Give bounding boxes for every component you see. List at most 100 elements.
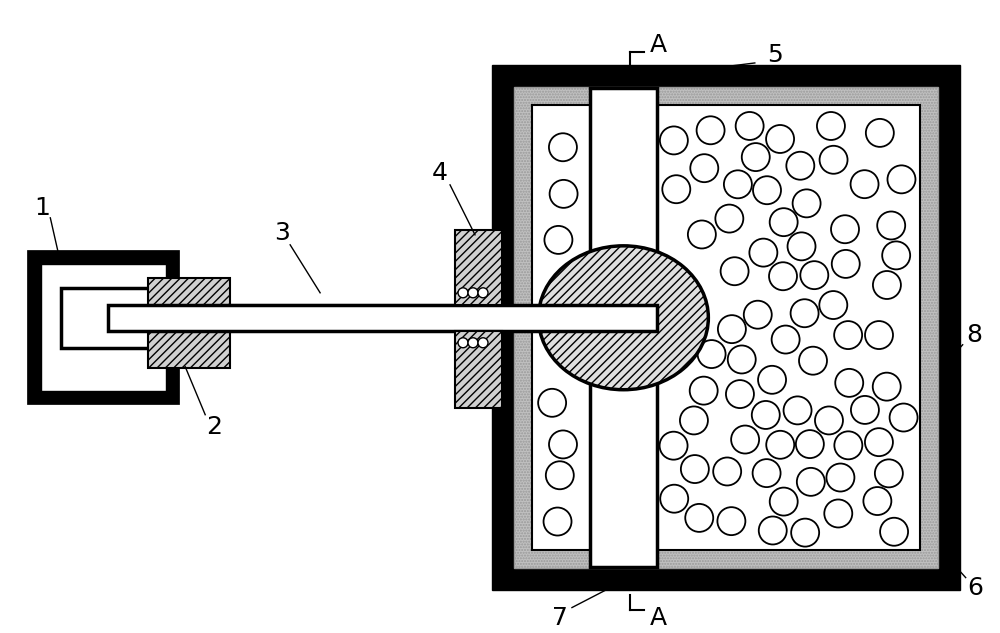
Circle shape: [826, 463, 854, 491]
Circle shape: [832, 250, 860, 278]
Circle shape: [887, 165, 915, 193]
Circle shape: [549, 134, 577, 161]
Circle shape: [662, 175, 690, 203]
Circle shape: [728, 346, 756, 373]
Circle shape: [834, 321, 862, 349]
Circle shape: [770, 208, 798, 236]
Circle shape: [875, 460, 903, 487]
Circle shape: [770, 487, 798, 515]
Circle shape: [769, 262, 797, 290]
Bar: [590, 88, 657, 567]
Circle shape: [685, 504, 713, 532]
Circle shape: [549, 430, 577, 458]
Circle shape: [726, 380, 754, 408]
Circle shape: [752, 401, 780, 429]
Circle shape: [890, 403, 918, 432]
Bar: [32, 255, 175, 399]
Circle shape: [851, 170, 879, 198]
Circle shape: [538, 389, 566, 417]
Circle shape: [544, 226, 572, 254]
Circle shape: [550, 180, 578, 208]
Circle shape: [866, 119, 894, 147]
Circle shape: [800, 261, 828, 289]
Text: 2: 2: [206, 415, 222, 439]
Text: 5: 5: [767, 43, 783, 67]
Circle shape: [815, 406, 843, 434]
Circle shape: [873, 373, 901, 401]
Text: A: A: [650, 33, 667, 57]
Text: 6: 6: [968, 575, 984, 599]
Circle shape: [865, 321, 893, 349]
Circle shape: [478, 288, 488, 298]
Ellipse shape: [538, 246, 708, 390]
Bar: [492, 65, 960, 589]
Circle shape: [819, 291, 847, 319]
Circle shape: [468, 288, 478, 298]
Circle shape: [660, 432, 688, 460]
Bar: [41, 264, 166, 391]
Circle shape: [796, 430, 824, 458]
Bar: [148, 323, 230, 368]
Circle shape: [718, 315, 746, 343]
Bar: [455, 230, 502, 304]
Circle shape: [713, 458, 741, 486]
Text: 1: 1: [34, 196, 50, 220]
Circle shape: [690, 377, 718, 404]
Circle shape: [835, 369, 863, 397]
Circle shape: [744, 301, 772, 329]
Circle shape: [758, 366, 786, 394]
Circle shape: [797, 468, 825, 496]
Circle shape: [717, 507, 745, 535]
Circle shape: [865, 428, 893, 456]
Circle shape: [660, 485, 688, 513]
Circle shape: [544, 508, 572, 536]
Text: 7: 7: [552, 606, 568, 630]
Circle shape: [799, 347, 827, 375]
Circle shape: [681, 455, 709, 483]
Circle shape: [546, 461, 574, 489]
Circle shape: [721, 257, 749, 285]
Circle shape: [753, 459, 781, 487]
Circle shape: [877, 211, 905, 239]
Bar: [147, 304, 231, 331]
Circle shape: [786, 152, 814, 180]
Circle shape: [698, 340, 726, 368]
Circle shape: [863, 487, 891, 515]
Circle shape: [468, 338, 478, 348]
Circle shape: [660, 127, 688, 154]
Bar: [108, 304, 657, 331]
Circle shape: [791, 518, 819, 547]
Circle shape: [736, 112, 764, 140]
Circle shape: [784, 396, 812, 424]
Circle shape: [817, 112, 845, 140]
Text: 4: 4: [432, 161, 448, 185]
Circle shape: [791, 299, 819, 327]
Circle shape: [824, 499, 852, 527]
Circle shape: [724, 170, 752, 198]
Circle shape: [820, 146, 848, 174]
Circle shape: [766, 431, 794, 459]
Circle shape: [851, 396, 879, 424]
Circle shape: [731, 425, 759, 453]
Circle shape: [772, 325, 800, 354]
Bar: [532, 105, 920, 549]
Circle shape: [766, 125, 794, 153]
Circle shape: [680, 406, 708, 434]
Circle shape: [793, 189, 821, 217]
Text: 8: 8: [967, 323, 983, 347]
Circle shape: [831, 215, 859, 243]
Circle shape: [478, 338, 488, 348]
Text: 3: 3: [274, 221, 290, 245]
Circle shape: [458, 288, 468, 298]
Bar: [148, 278, 230, 323]
Circle shape: [788, 232, 816, 260]
Bar: [514, 87, 938, 568]
Circle shape: [715, 204, 743, 232]
Circle shape: [697, 116, 725, 144]
Text: A: A: [650, 606, 667, 630]
Circle shape: [742, 143, 770, 171]
Circle shape: [688, 220, 716, 249]
Circle shape: [458, 338, 468, 348]
Circle shape: [882, 241, 910, 270]
Circle shape: [759, 517, 787, 544]
